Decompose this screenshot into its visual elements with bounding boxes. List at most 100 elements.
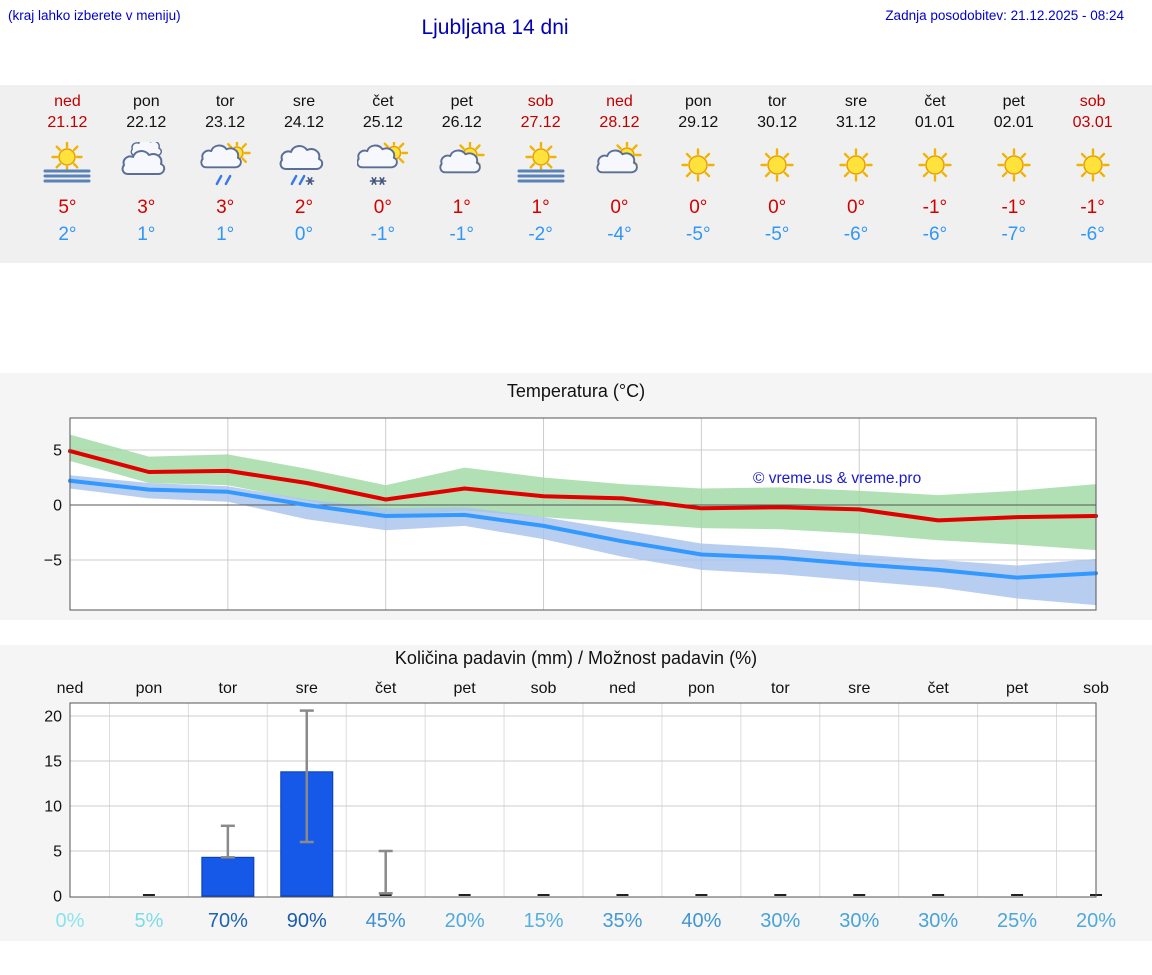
high-temp: -1° [1080, 197, 1105, 219]
weather-icon-sunny [830, 142, 882, 190]
precip-probability: 30% [918, 910, 958, 932]
day-name: tor [215, 93, 235, 110]
day-name: pon [132, 93, 160, 110]
day-name: pet [1002, 93, 1025, 110]
day-name: sob [1079, 93, 1106, 110]
precipitation-chart: 0 5 10 15 20 ned pon tor sre čet pet sob ned pon tor sr… [44, 680, 1116, 932]
forecast-day: pon 22.12 3° 1° [107, 91, 186, 246]
plot-border [69, 417, 1097, 611]
weather-icon-sunny [1067, 142, 1119, 190]
day-label: ned [609, 680, 636, 697]
day-name: ned [606, 93, 633, 110]
precip-probability: 5% [134, 910, 163, 932]
day-date: 28.12 [599, 114, 640, 132]
forecast-day: ned 21.12 5° 2° [28, 91, 107, 246]
day-name: sob [527, 93, 554, 110]
precip-probability: 90% [287, 910, 327, 932]
precip-probability: 20% [1076, 910, 1116, 932]
day-label: pet [453, 680, 476, 697]
day-name: pet [450, 93, 473, 110]
day-name: čet [924, 93, 946, 110]
high-temp: 0° [689, 197, 708, 219]
plot-border [69, 702, 1097, 898]
precip-bar [201, 856, 255, 897]
y-tick-label: 20 [44, 709, 62, 726]
day-name: pon [684, 93, 712, 110]
y-tick-label: 10 [44, 799, 62, 816]
y-tick-label: 0 [53, 889, 62, 906]
day-label: čet [927, 680, 949, 697]
forecast-day: sob 03.01 -1° -6° [1053, 91, 1132, 246]
day-date: 29.12 [678, 114, 719, 132]
day-label: pon [136, 680, 163, 697]
day-name: ned [54, 93, 81, 110]
weather-icon-sun-fog [515, 141, 567, 190]
low-temp: -6° [843, 224, 869, 246]
low-temp: 0° [294, 224, 314, 246]
weather-icon-sleet [278, 142, 330, 190]
precip-bar-small [853, 894, 866, 896]
day-label: tor [219, 680, 238, 697]
y-tick-label: 0 [53, 498, 62, 515]
day-date: 27.12 [520, 114, 561, 132]
precip-probability: 40% [681, 910, 721, 932]
y-tick-label: 5 [53, 844, 62, 861]
precipitation-chart-section: Količina padavin (mm) / Možnost padavin … [0, 645, 1152, 941]
day-date: 25.12 [362, 114, 403, 132]
day-label: ned [57, 680, 84, 697]
forecast-day: tor 30.12 0° -5° [738, 91, 817, 246]
high-temp: 0° [610, 197, 629, 219]
weather-icon-partly-cloudy [436, 140, 488, 190]
low-temp: -1° [449, 224, 474, 246]
precip-probability: 45% [366, 910, 406, 932]
forecast-day: tor 23.12 3° 1° [186, 91, 265, 246]
weather-icon-snow-sun [356, 139, 409, 190]
day-date: 03.01 [1072, 114, 1113, 132]
precip-bar-small [379, 894, 392, 896]
day-name: čet [372, 93, 394, 110]
low-temp: -6° [1080, 224, 1105, 246]
precip-bar-small [537, 894, 550, 896]
day-date: 02.01 [993, 114, 1034, 132]
precip-bar-small [695, 894, 708, 896]
precip-probability: 30% [760, 910, 800, 932]
y-tick-label: −5 [44, 553, 62, 570]
day-date: 23.12 [205, 114, 246, 132]
precip-probability: 70% [208, 910, 248, 932]
forecast-day: čet 01.01 -1° -6° [895, 91, 974, 246]
precip-bar-small [458, 894, 471, 896]
forecast-day: pet 26.12 1° -1° [422, 91, 501, 246]
high-temp: 2° [294, 197, 314, 219]
weather-icon-sunny [909, 142, 961, 190]
forecast-day: čet 25.12 0° -1° [343, 91, 422, 246]
forecast-strip: ned 21.12 5° 2° pon 22.12 3° 1° tor 23.12 3° 1° sr… [0, 85, 1152, 263]
day-date: 31.12 [836, 114, 877, 132]
day-label: sob [531, 680, 557, 697]
day-date: 21.12 [47, 114, 88, 132]
day-label: pon [688, 680, 715, 697]
weather-icon-sunny [988, 142, 1040, 190]
temperature-chart-section: Temperatura (°C) 5 0 −5 © vreme.us & vreme.… [0, 373, 1152, 620]
temperature-chart: 5 0 −5 © vreme.us & vreme.pro [44, 417, 1098, 611]
day-name: sre [844, 93, 868, 110]
day-date: 01.01 [914, 114, 955, 132]
day-label: tor [771, 680, 790, 697]
forecast-day: pon 29.12 0° -5° [659, 91, 738, 246]
precip-probability: 20% [445, 910, 485, 932]
precip-probability: 35% [602, 910, 642, 932]
weather-icon-sun-fog [41, 141, 93, 190]
precip-probability: 30% [839, 910, 879, 932]
day-date: 30.12 [757, 114, 798, 132]
low-temp: -5° [686, 224, 711, 246]
forecast-day: sob 27.12 1° -2° [501, 91, 580, 246]
temperature-chart-title: Temperatura (°C) [506, 381, 646, 401]
weather-icon-partly-cloudy [593, 140, 645, 190]
temp-min-line [68, 478, 1098, 580]
precipitation-chart-title: Količina padavin (mm) / Možnost padavin … [394, 648, 758, 668]
precip-probability: 15% [524, 910, 564, 932]
weather-icon-sunny [672, 142, 724, 190]
high-temp: 0° [846, 197, 866, 219]
high-temp: -1° [922, 197, 948, 219]
low-temp: 1° [216, 224, 235, 246]
watermark-link[interactable]: © vreme.us & vreme.pro [753, 470, 921, 487]
